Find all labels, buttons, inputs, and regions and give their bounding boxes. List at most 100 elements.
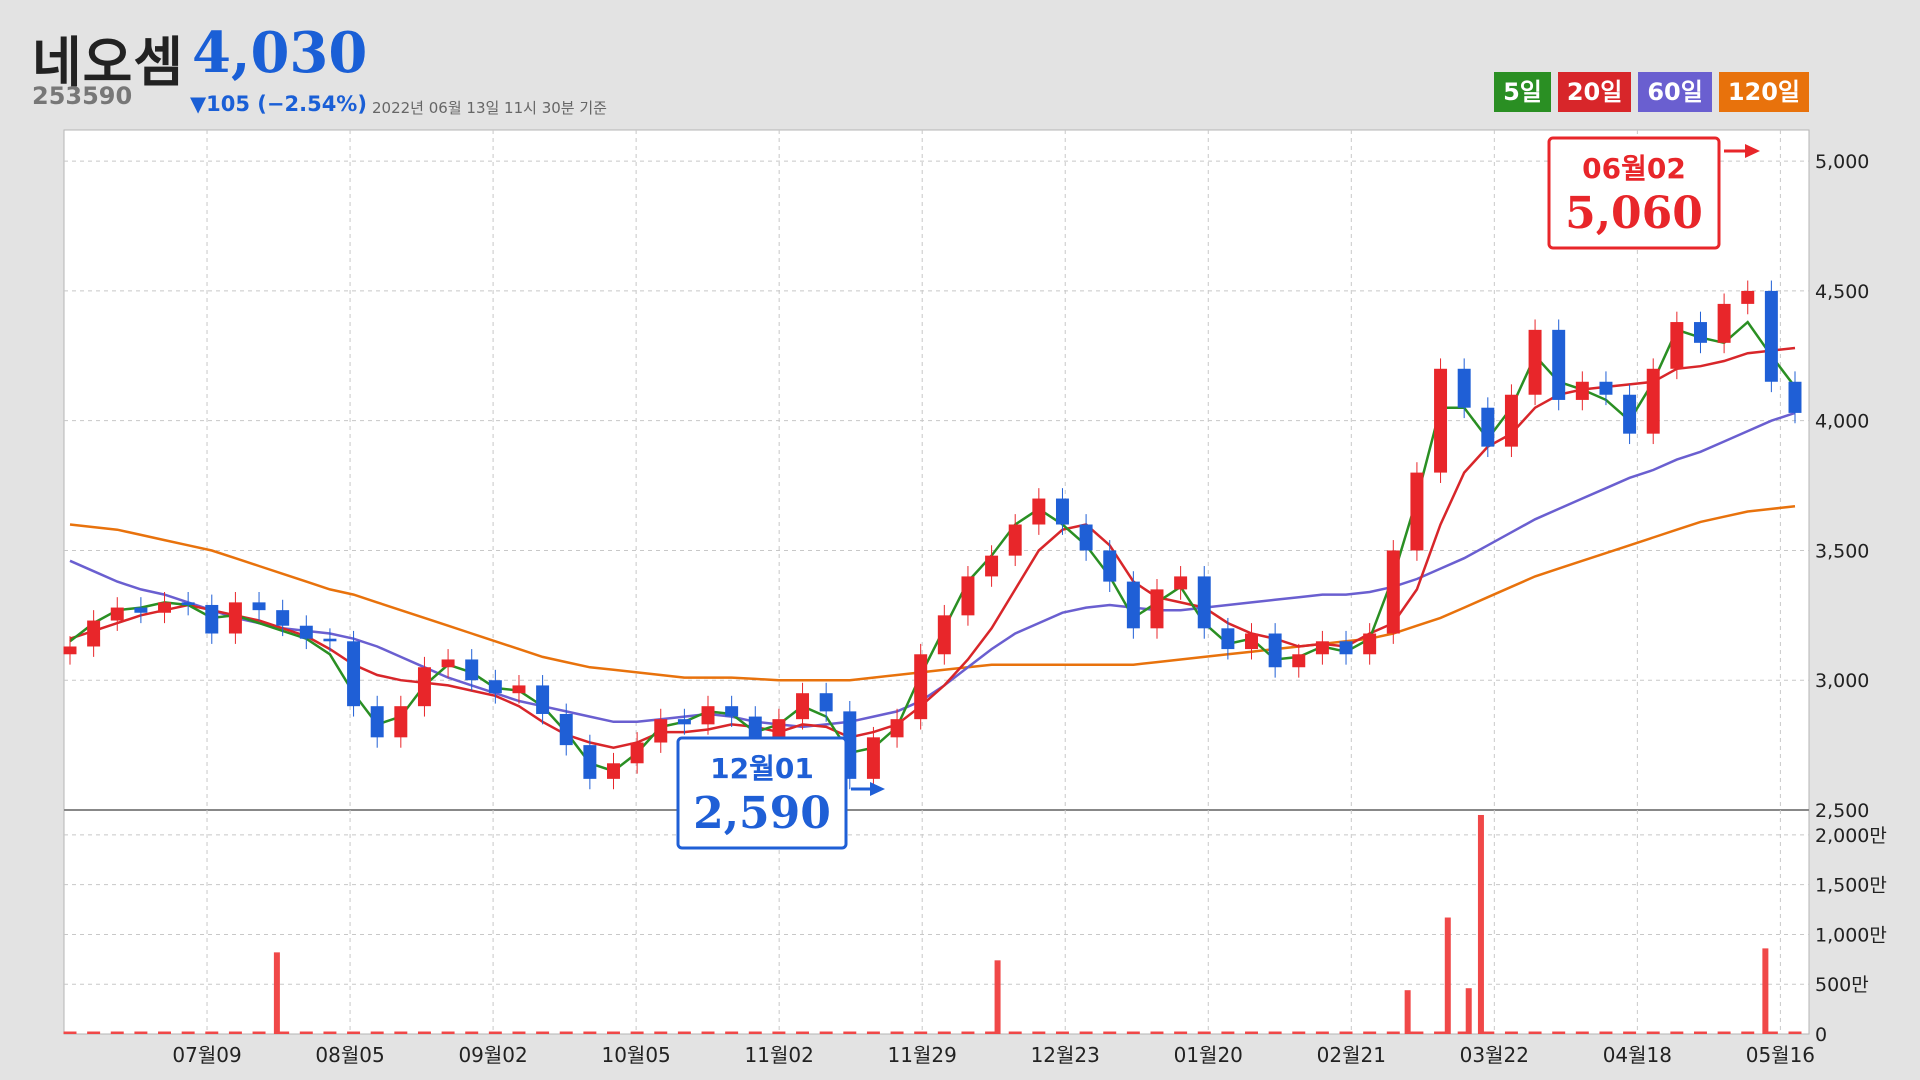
candle-body <box>1434 368 1448 473</box>
candle-body <box>1103 550 1117 582</box>
volume-bar <box>607 1031 620 1034</box>
candle-body <box>465 659 479 681</box>
date-tick-label: 04월18 <box>1603 1043 1672 1067</box>
candle-body <box>1221 628 1235 650</box>
candle-body <box>536 685 550 714</box>
candle-body <box>1126 581 1140 629</box>
legend-ma60[interactable]: 60일 <box>1638 72 1712 112</box>
candle-body <box>1174 576 1188 590</box>
volume-tick-label: 1,500만 <box>1815 875 1887 897</box>
volume-spike-bar <box>1465 988 1472 1034</box>
candle-body <box>323 638 337 642</box>
volume-bar <box>1504 1031 1518 1034</box>
date-tick-label: 12월23 <box>1031 1043 1100 1067</box>
candle-body <box>654 719 668 743</box>
candle-body <box>1717 303 1731 343</box>
candle-body <box>1079 524 1093 551</box>
volume-bar <box>1126 1031 1140 1034</box>
volume-bar <box>1410 1031 1424 1034</box>
current-price: 4,030 <box>192 20 368 86</box>
candle-body <box>1197 576 1211 629</box>
candle-body <box>748 716 762 738</box>
candle-body <box>985 555 999 577</box>
date-tick-label: 09월02 <box>458 1043 527 1067</box>
volume-bar <box>1552 1031 1566 1034</box>
volume-bar <box>370 1031 384 1034</box>
high-value: 5,060 <box>1565 188 1703 239</box>
candle-body <box>134 607 148 613</box>
legend-ma20[interactable]: 20일 <box>1557 72 1632 112</box>
volume-tick-label: 500만 <box>1815 974 1869 996</box>
date-tick-label: 03월22 <box>1460 1043 1529 1067</box>
candle-body <box>299 625 313 639</box>
candle-body <box>607 763 620 779</box>
volume-bar <box>441 1031 455 1034</box>
candle-body <box>1268 633 1282 668</box>
volume-bar <box>63 1031 77 1034</box>
volume-bar <box>1245 1031 1258 1034</box>
price-tick-label: 5,000 <box>1815 151 1869 173</box>
volume-bar <box>1363 1031 1377 1034</box>
volume-bar <box>1386 1031 1400 1034</box>
candle-body <box>1741 290 1755 304</box>
candle-body <box>252 602 266 611</box>
volume-bar <box>583 1031 597 1034</box>
volume-bar <box>1717 1031 1731 1034</box>
volume-bar <box>1646 1031 1660 1034</box>
volume-spike-bar <box>1762 948 1769 1034</box>
ma-legend: 5일 20일 60일 120일 <box>1494 72 1809 112</box>
volume-spike-bar <box>994 960 1001 1034</box>
low-annotation: 12월01 2,590 <box>676 736 885 850</box>
volume-tick-label: 0 <box>1815 1024 1827 1046</box>
volume-bar <box>937 1031 951 1034</box>
candle-body <box>276 610 290 626</box>
volume-bar <box>465 1031 479 1034</box>
low-date: 12월01 <box>710 752 814 785</box>
volume-bar <box>1623 1031 1637 1034</box>
volume-bar <box>1575 1031 1589 1034</box>
candle-body <box>417 667 431 707</box>
candle-body <box>772 719 786 738</box>
volume-bar <box>890 1031 904 1034</box>
price-tick-label: 2,500 <box>1815 800 1869 822</box>
candle-body <box>1008 524 1022 556</box>
volume-bar <box>488 1031 502 1034</box>
volume-bar <box>1103 1031 1117 1034</box>
volume-bar <box>1481 1031 1495 1034</box>
volume-tick-label: 1,000만 <box>1815 924 1887 946</box>
price-tick-label: 3,500 <box>1815 540 1869 562</box>
volume-bar <box>181 1031 195 1034</box>
volume-spike-bar <box>1444 917 1451 1034</box>
legend-ma120[interactable]: 120일 <box>1718 72 1809 112</box>
candle-body <box>677 719 691 725</box>
candle-body <box>370 706 384 738</box>
price-tick-label: 4,000 <box>1815 411 1869 433</box>
candle-body <box>1764 290 1778 382</box>
date-tick-label: 11월02 <box>745 1043 814 1067</box>
legend-ma5[interactable]: 5일 <box>1494 72 1551 112</box>
candle-body <box>1575 381 1589 400</box>
stock-name: 네오셈 <box>32 31 185 94</box>
volume-bar <box>276 1031 290 1034</box>
volume-bar <box>677 1031 691 1034</box>
high-annotation: 06월02 5,060 <box>1547 136 1760 250</box>
candle-body <box>1410 472 1424 551</box>
candle-body <box>228 602 242 634</box>
volume-bar <box>134 1031 148 1034</box>
volume-bar <box>914 1031 928 1034</box>
volume-bar <box>1197 1031 1211 1034</box>
volume-bar <box>1788 1031 1802 1034</box>
volume-bar <box>252 1031 266 1034</box>
volume-bar <box>1032 1031 1046 1034</box>
volume-bar <box>1599 1031 1613 1034</box>
candle-body <box>583 745 597 779</box>
date-tick-label: 05월16 <box>1746 1043 1815 1067</box>
volume-bar <box>1079 1031 1093 1034</box>
candle-body <box>1670 322 1684 369</box>
stock-code: 253590 <box>32 82 133 110</box>
volume-bar <box>866 1031 880 1034</box>
volume-bar <box>1764 1031 1778 1034</box>
candle-body <box>1599 381 1613 395</box>
candle-body <box>181 602 195 605</box>
